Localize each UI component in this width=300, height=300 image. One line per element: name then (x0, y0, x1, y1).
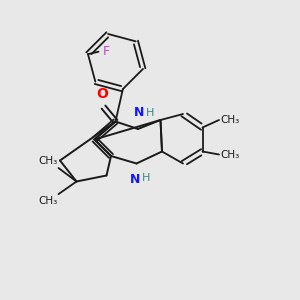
Text: N: N (134, 106, 144, 119)
Text: H: H (146, 109, 154, 118)
Text: O: O (96, 87, 108, 101)
Text: CH₃: CH₃ (220, 115, 240, 125)
Text: H: H (142, 173, 150, 183)
Text: CH₃: CH₃ (220, 149, 240, 160)
Text: F: F (102, 45, 110, 58)
Text: CH₃: CH₃ (38, 196, 57, 206)
Text: N: N (130, 173, 140, 186)
Text: CH₃: CH₃ (38, 157, 57, 166)
